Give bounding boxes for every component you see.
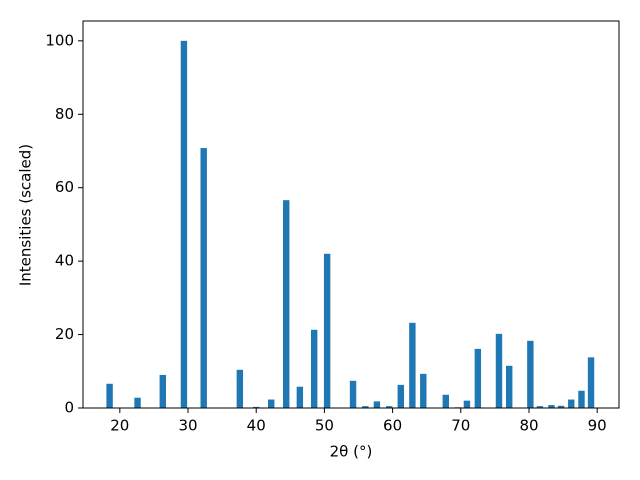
x-tick-label: 50 — [315, 417, 334, 435]
bar — [527, 340, 534, 408]
bar — [323, 253, 331, 408]
bar — [568, 399, 575, 408]
x-tick-label: 90 — [588, 417, 607, 435]
bar — [536, 406, 544, 408]
bar — [268, 399, 275, 408]
bar — [557, 405, 565, 408]
bar — [349, 380, 357, 408]
x-tick-label: 60 — [383, 417, 402, 435]
plot-frame — [82, 20, 620, 409]
bar — [296, 386, 304, 408]
bar — [420, 373, 427, 408]
y-tick-label: 60 — [55, 178, 74, 196]
bar — [397, 384, 404, 408]
bar — [373, 401, 381, 408]
bar — [310, 329, 318, 408]
bar — [463, 400, 471, 408]
bar — [236, 369, 244, 408]
bar — [385, 406, 393, 408]
y-axis-label: Intensities (scaled) — [17, 144, 35, 286]
bar — [106, 383, 113, 408]
bar — [134, 397, 141, 408]
bar — [200, 148, 207, 408]
bar — [495, 333, 503, 408]
x-tick-label: 40 — [247, 417, 266, 435]
y-tick-label: 20 — [55, 325, 74, 343]
bar — [362, 406, 369, 408]
y-tick-label: 80 — [55, 105, 74, 123]
y-tick-label: 100 — [45, 31, 74, 49]
x-tick-label: 30 — [178, 417, 197, 435]
x-axis-label: 2θ (°) — [330, 443, 373, 461]
x-tick-label: 80 — [519, 417, 538, 435]
bar — [442, 394, 449, 408]
bar — [587, 357, 595, 408]
x-tick-label: 20 — [110, 417, 129, 435]
bar — [506, 365, 513, 408]
bar — [180, 40, 188, 408]
bar — [409, 322, 416, 408]
bar — [253, 406, 260, 408]
bar — [578, 390, 585, 408]
bar — [474, 348, 482, 408]
y-tick-label: 40 — [55, 252, 74, 270]
bar — [159, 374, 166, 408]
y-tick-label: 0 — [64, 399, 74, 417]
x-tick-label: 70 — [451, 417, 470, 435]
bar — [283, 200, 290, 408]
bar — [548, 405, 555, 408]
